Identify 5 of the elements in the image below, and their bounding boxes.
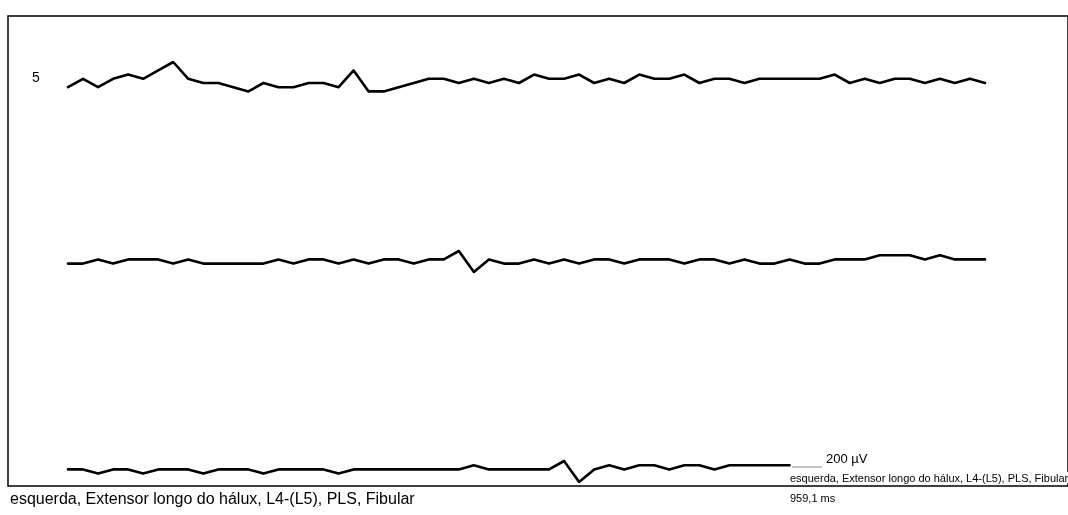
text: 5 bbox=[32, 69, 40, 85]
annotation: 200 µV bbox=[826, 451, 868, 466]
text: esquerda, Extensor longo do hálux, L4-(L5), PLS, Fibular bbox=[10, 489, 416, 507]
annotation: esquerda, Extensor longo do hálux, L4-(L5), PLS, Fibular bbox=[790, 471, 1068, 484]
text: 959,1 ms bbox=[790, 491, 836, 504]
